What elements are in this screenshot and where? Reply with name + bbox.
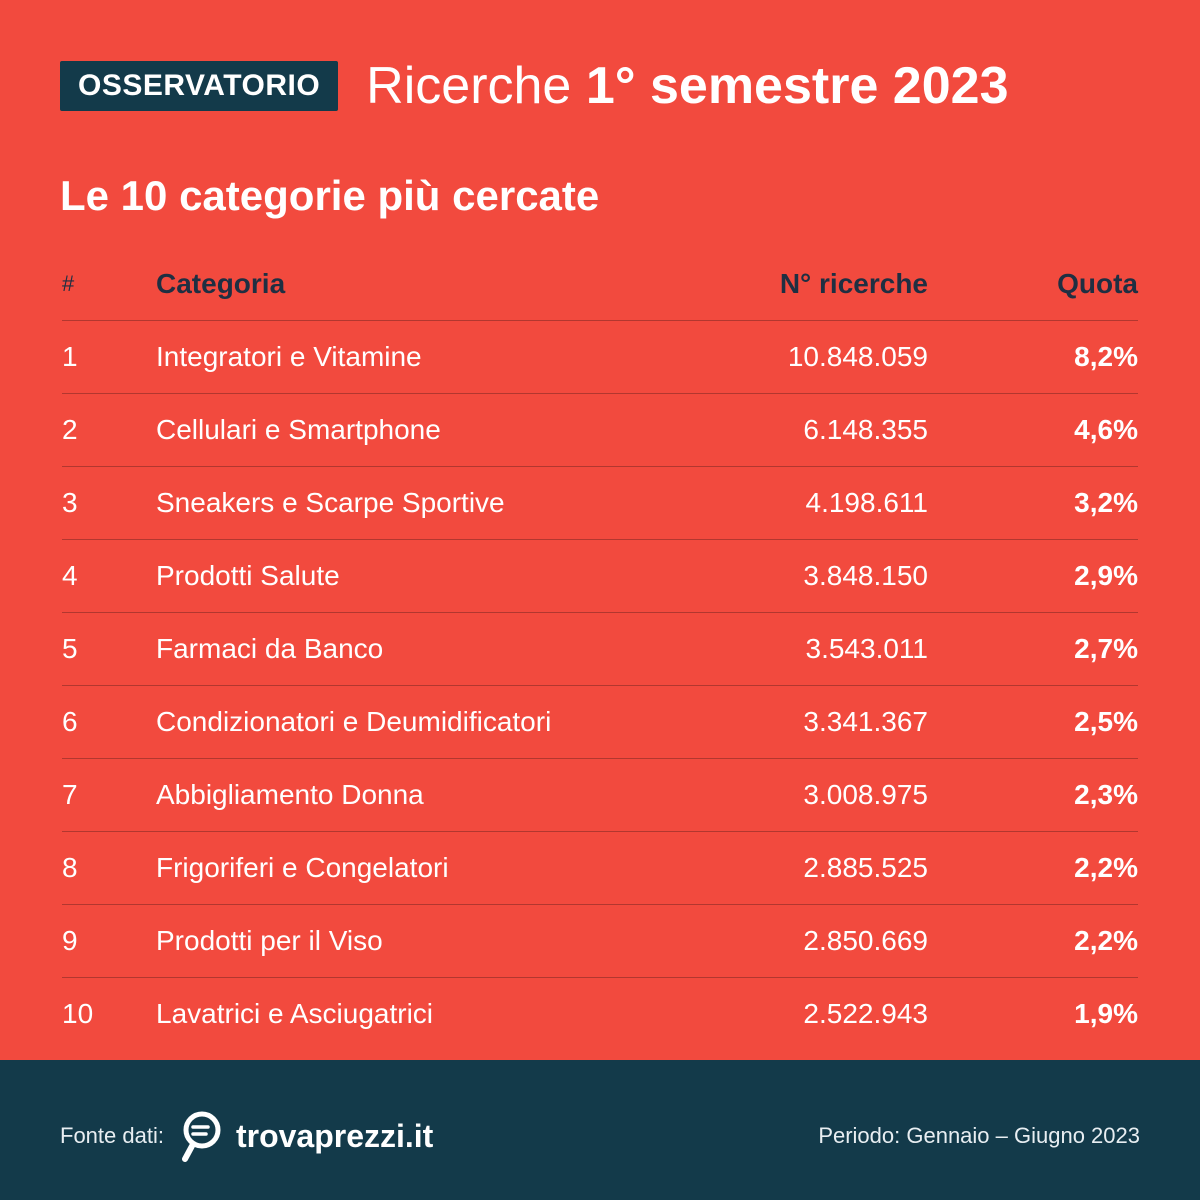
page-title: Ricerche 1° semestre 2023 <box>366 56 1008 116</box>
table-row: 5 Farmaci da Banco 3.543.011 2,7% <box>62 613 1138 686</box>
row-share: 2,2% <box>1074 852 1138 883</box>
header: OSSERVATORIO Ricerche 1° semestre 2023 <box>60 56 1180 116</box>
table-row: 1 Integratori e Vitamine 10.848.059 8,2% <box>62 321 1138 394</box>
row-searches: 3.543.011 <box>805 633 929 664</box>
header-rank: # <box>62 271 75 296</box>
row-searches: 10.848.059 <box>787 341 928 372</box>
table-row: 9 Prodotti per il Viso 2.850.669 2,2% <box>62 905 1138 978</box>
magnifier-euro-icon <box>181 1111 221 1162</box>
table-header-row: # Categoria N° ricerche Quota <box>62 248 1138 321</box>
row-share: 2,9% <box>1074 560 1138 591</box>
page-title-bold: 1° semestre 2023 <box>585 57 1009 115</box>
row-share: 2,3% <box>1074 779 1138 810</box>
ranking-table: # Categoria N° ricerche Quota 1 Integrato… <box>62 248 1138 1050</box>
row-searches: 4.198.611 <box>805 487 929 518</box>
osservatorio-badge: OSSERVATORIO <box>60 61 339 111</box>
row-rank: 6 <box>62 706 78 737</box>
row-category: Lavatrici e Asciugatrici <box>156 998 434 1029</box>
row-rank: 2 <box>62 414 78 445</box>
row-category: Frigoriferi e Congelatori <box>156 852 449 883</box>
source: Fonte dati: trovaprezzi.it <box>60 1108 433 1164</box>
table-row: 6 Condizionatori e Deumidificatori 3.341.3… <box>62 686 1138 759</box>
row-rank: 3 <box>62 487 78 518</box>
row-searches: 3.848.150 <box>803 560 928 591</box>
table-row: 10 Lavatrici e Asciugatrici 2.522.943 1,9% <box>62 978 1138 1050</box>
table-row: 2 Cellulari e Smartphone 6.148.355 4,6% <box>62 394 1138 467</box>
row-category: Prodotti Salute <box>156 560 340 591</box>
row-share: 2,5% <box>1074 706 1138 737</box>
row-rank: 4 <box>62 560 78 591</box>
table-title: Le 10 categorie più cercate <box>60 172 600 219</box>
row-rank: 9 <box>62 925 78 956</box>
row-category: Prodotti per il Viso <box>156 925 383 956</box>
row-rank: 5 <box>62 633 78 664</box>
table-row: 8 Frigoriferi e Congelatori 2.885.525 2,2% <box>62 832 1138 905</box>
row-searches: 2.850.669 <box>803 925 928 956</box>
row-share: 2,7% <box>1074 633 1138 664</box>
row-share: 1,9% <box>1074 998 1138 1029</box>
row-rank: 8 <box>62 852 78 883</box>
row-rank: 7 <box>62 779 78 810</box>
period-label: Periodo: Gennaio – Giugno 2023 <box>818 1123 1140 1148</box>
row-searches: 3.341.367 <box>803 706 928 737</box>
row-share: 2,2% <box>1074 925 1138 956</box>
row-share: 3,2% <box>1074 487 1138 518</box>
row-searches: 6.148.355 <box>803 414 928 445</box>
row-rank: 1 <box>62 341 78 372</box>
page-title-light: Ricerche <box>366 57 572 115</box>
row-share: 4,6% <box>1074 414 1138 445</box>
brand-logo-text[interactable]: trovaprezzi.it <box>235 1118 434 1154</box>
footer: Fonte dati: trovaprezzi.it Periodo: Genn… <box>0 1060 1200 1200</box>
row-category: Abbigliamento Donna <box>156 779 424 810</box>
header-category: Categoria <box>156 268 286 299</box>
row-category: Farmaci da Banco <box>156 633 384 664</box>
table-row: 3 Sneakers e Scarpe Sportive 4.198.611 3,2% <box>62 467 1138 540</box>
row-searches: 2.522.943 <box>803 998 928 1029</box>
row-share: 8,2% <box>1074 341 1138 372</box>
table-row: 4 Prodotti Salute 3.848.150 2,9% <box>62 540 1138 613</box>
table-row: 7 Abbigliamento Donna 3.008.975 2,3% <box>62 759 1138 832</box>
row-category: Sneakers e Scarpe Sportive <box>156 487 505 518</box>
header-share: Quota <box>1057 268 1138 299</box>
row-searches: 3.008.975 <box>803 779 928 810</box>
row-category: Integratori e Vitamine <box>156 341 422 372</box>
row-category: Condizionatori e Deumidificatori <box>156 706 552 737</box>
source-label: Fonte dati: <box>60 1123 164 1148</box>
row-rank: 10 <box>62 998 94 1029</box>
row-searches: 2.885.525 <box>803 852 928 883</box>
row-category: Cellulari e Smartphone <box>156 414 441 445</box>
header-searches: N° ricerche <box>779 268 928 299</box>
